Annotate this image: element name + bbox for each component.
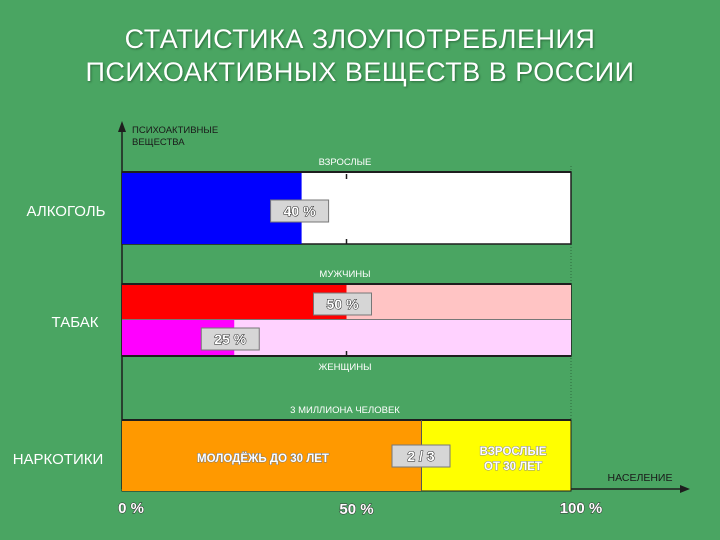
x-tick-0: 0 % xyxy=(118,500,144,517)
category-label-tobacco: ТАБАК xyxy=(52,314,99,331)
group-label-men: МУЖЧИНЫ xyxy=(319,269,370,280)
y-axis-arrow xyxy=(118,121,126,132)
group-label-women: ЖЕНЩИНЫ xyxy=(319,362,372,373)
title-line-2: ПСИХОАКТИВНЫХ ВЕЩЕСТВ В РОССИИ xyxy=(85,57,635,87)
x-axis-arrow xyxy=(680,485,690,493)
x-axis-label: НАСЕЛЕНИЕ xyxy=(608,472,673,484)
group-label-adults: ВЗРОСЛЫЕ xyxy=(319,157,372,168)
x-tick-50: 50 % xyxy=(339,501,373,518)
data-label-women-box xyxy=(200,327,260,351)
segment-label-adults-line-1: ВЗРОСЛЫЕ xyxy=(480,446,547,458)
x-tick-100: 100 % xyxy=(560,500,603,517)
data-label-women: 25 % xyxy=(214,331,246,347)
segment-label-adults-line-2: ОТ 30 ЛЕТ xyxy=(484,461,542,473)
data-label-men: 50 % xyxy=(327,296,359,312)
data-label-alcohol: 40 % xyxy=(284,203,316,219)
segment-label-youth: МОЛОДЁЖЬ ДО 30 ЛЕТ xyxy=(197,452,329,465)
category-label-drugs: НАРКОТИКИ xyxy=(13,451,104,468)
bar-drugs-value xyxy=(122,420,422,491)
data-label-drugs: 2 / 3 xyxy=(407,448,434,464)
data-label-men-box xyxy=(313,292,372,316)
data-label-drugs-box xyxy=(391,444,451,468)
y-axis-label-line-1: ПСИХОАКТИВНЫЕ xyxy=(132,125,218,136)
group-label-three-million: 3 МИЛЛИОНА ЧЕЛОВЕК xyxy=(290,405,400,416)
y-axis-label-line-2: ВЕЩЕСТВА xyxy=(132,137,185,148)
bar-men-value xyxy=(122,285,347,319)
title-line-1: СТАТИСТИКА ЗЛОУПОТРЕБЛЕНИЯ xyxy=(124,24,596,54)
data-label-alcohol-box xyxy=(270,199,330,223)
category-label-alcohol: АЛКОГОЛЬ xyxy=(27,203,106,220)
